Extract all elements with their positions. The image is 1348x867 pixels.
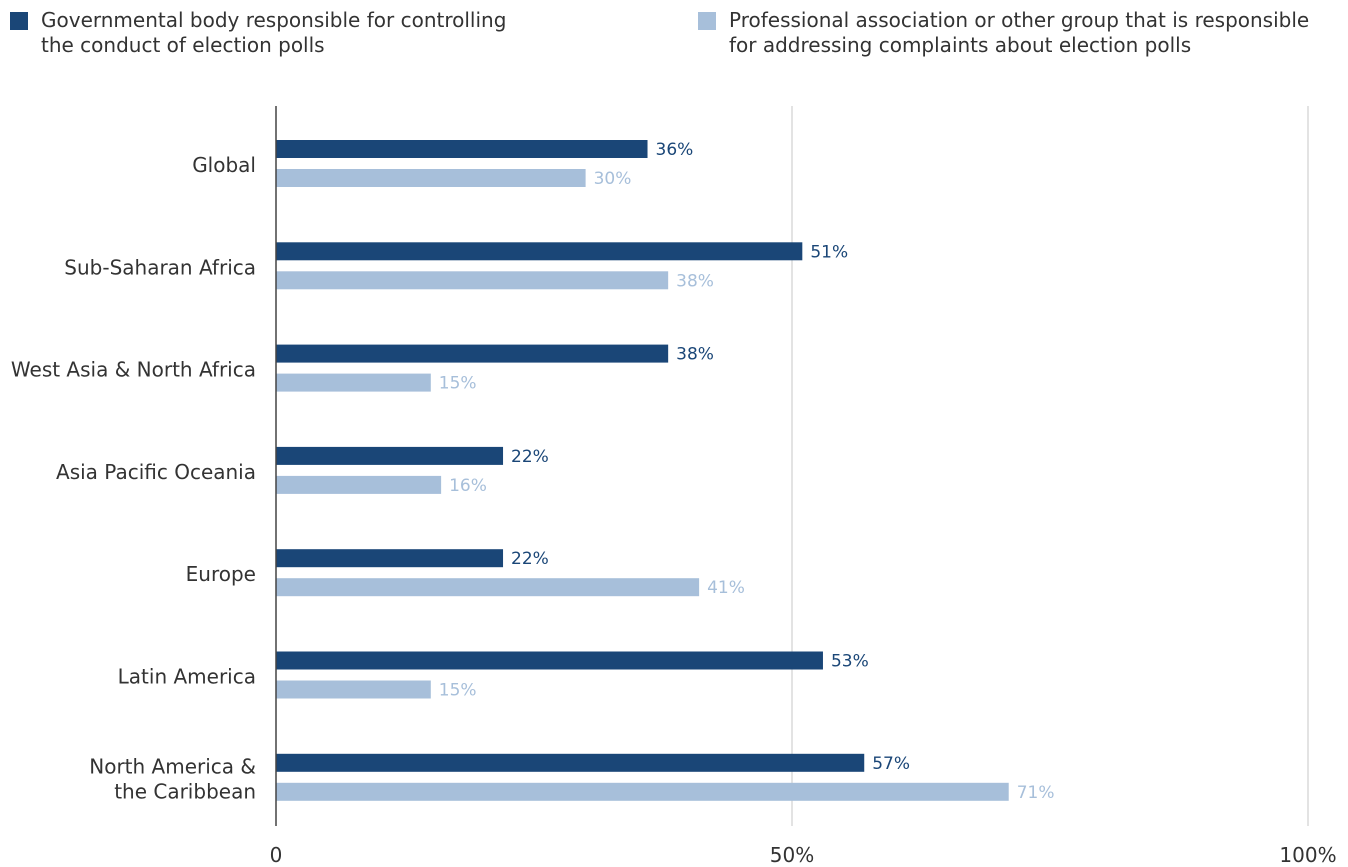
- data-label: 16%: [449, 476, 487, 496]
- bar-professional-association: [276, 578, 700, 597]
- data-label: 15%: [439, 681, 477, 701]
- legend-swatch-professional-association: [698, 12, 716, 30]
- bar-professional-association: [276, 782, 1009, 801]
- category-label: West Asia & North Africa: [11, 358, 256, 382]
- legend-item-professional-association: Professional association or other group …: [698, 8, 1348, 58]
- legend: Governmental body responsible for contro…: [0, 8, 1348, 68]
- data-label: 15%: [439, 374, 477, 394]
- bar-governmental-body: [276, 344, 669, 363]
- bar-governmental-body: [276, 140, 648, 158]
- legend-swatch-governmental-body: [10, 12, 28, 30]
- bar-governmental-body: [276, 446, 504, 465]
- bar-professional-association: [276, 373, 431, 392]
- data-label: 41%: [707, 578, 745, 598]
- data-label: 51%: [810, 242, 848, 262]
- data-label: 36%: [656, 140, 694, 160]
- data-label: 53%: [831, 652, 869, 672]
- category-label: North America & the Caribbean: [89, 754, 256, 803]
- legend-label-professional-association: Professional association or other group …: [729, 8, 1310, 57]
- bar-professional-association: [276, 475, 442, 494]
- bar-governmental-body: [276, 549, 504, 568]
- category-label: Latin America: [118, 665, 256, 689]
- bar-professional-association: [276, 271, 669, 290]
- data-label: 22%: [511, 549, 549, 569]
- bar-governmental-body: [276, 753, 865, 772]
- bar-governmental-body: [276, 651, 823, 670]
- data-label: 30%: [594, 169, 632, 189]
- bar-professional-association: [276, 169, 586, 187]
- category-label: Asia Pacific Oceania: [56, 460, 256, 484]
- x-tick-label: 100%: [1279, 843, 1336, 867]
- category-label: Europe: [186, 562, 256, 586]
- data-label: 38%: [676, 271, 714, 291]
- data-label: 22%: [511, 447, 549, 467]
- bar-professional-association: [276, 680, 431, 699]
- data-label: 38%: [676, 345, 714, 365]
- legend-label-governmental-body: Governmental body responsible for contro…: [41, 8, 507, 57]
- category-label: Sub-Saharan Africa: [64, 255, 256, 279]
- data-label: 57%: [872, 754, 910, 774]
- data-label: 71%: [1017, 783, 1055, 803]
- bar-governmental-body: [276, 242, 803, 261]
- x-tick-label: 0: [270, 843, 283, 867]
- x-tick-label: 50%: [770, 843, 814, 867]
- legend-item-governmental-body: Governmental body responsible for contro…: [10, 8, 570, 58]
- category-label: Global: [192, 153, 256, 177]
